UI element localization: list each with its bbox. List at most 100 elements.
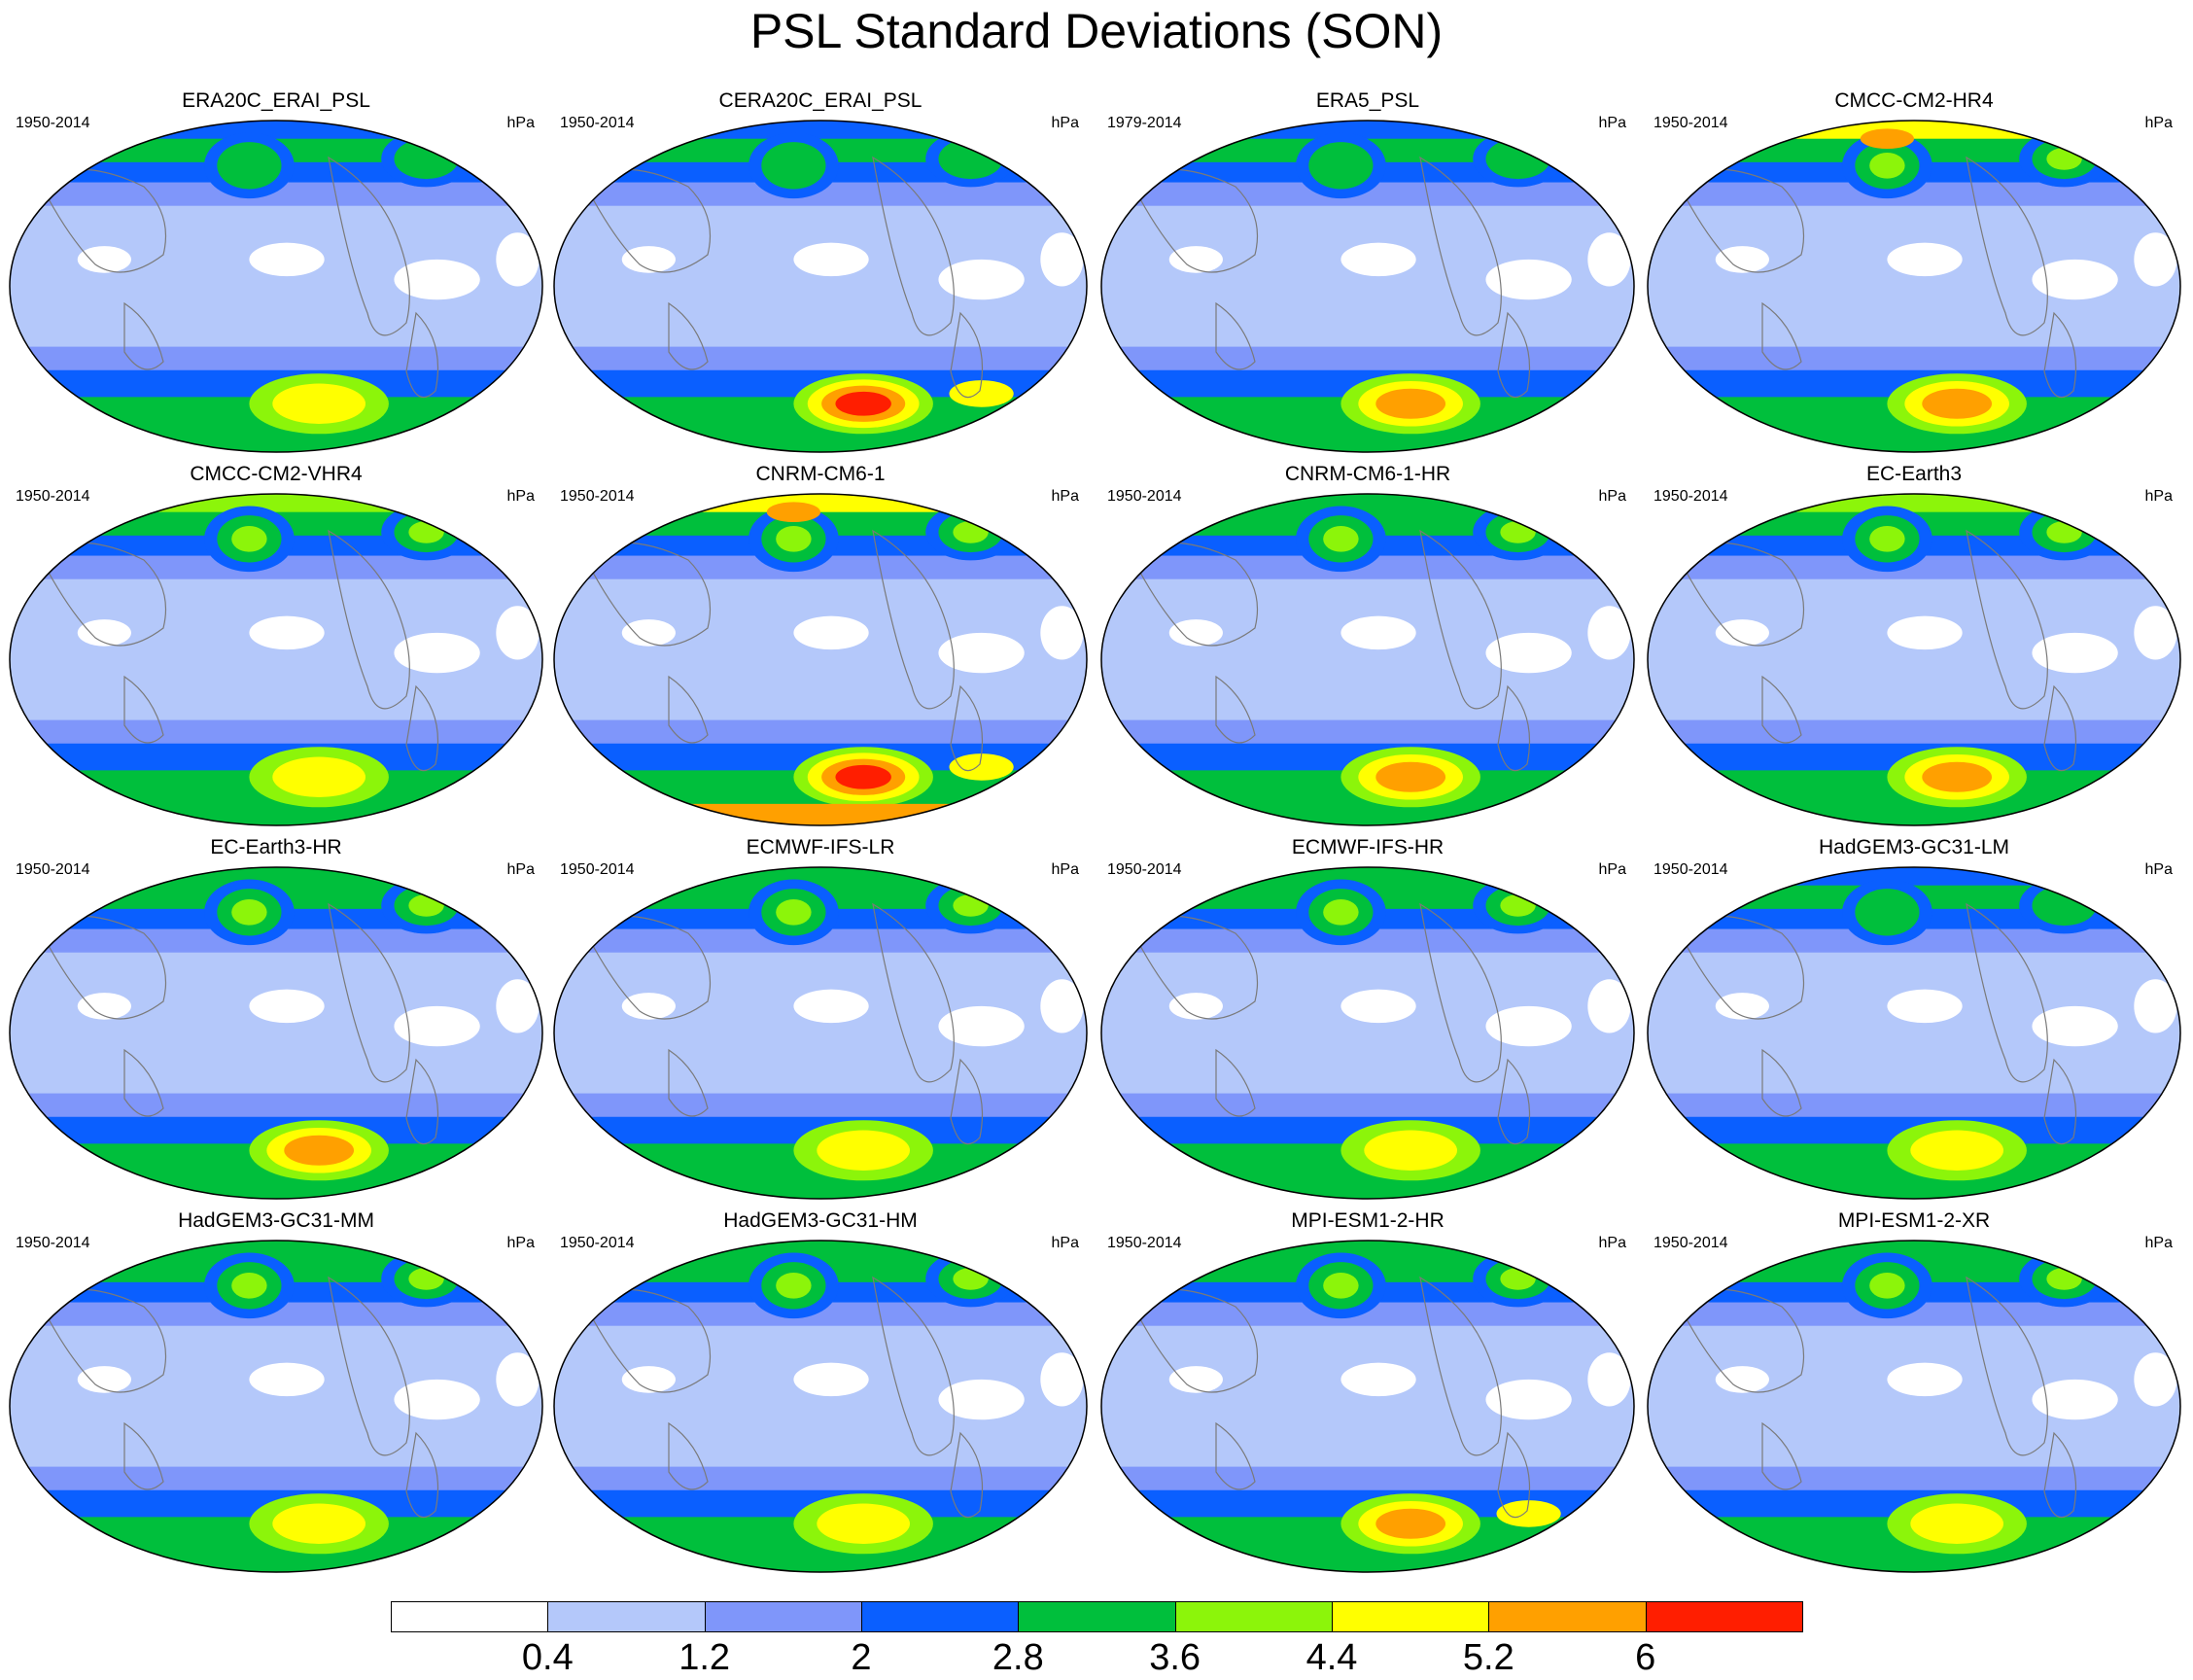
- low-variance-patch: [249, 989, 325, 1024]
- north-storm-track-core: [953, 1268, 989, 1290]
- zonal-band: [1101, 494, 1634, 513]
- low-variance-patch: [1340, 989, 1416, 1024]
- coastline: [123, 1048, 164, 1117]
- low-variance-patch: [2134, 1352, 2177, 1407]
- north-storm-track-inner: [217, 142, 282, 190]
- zonal-band: [10, 867, 542, 887]
- zonal-band: [1648, 494, 2180, 513]
- map-panel: ERA20C_ERAI_PSL 1950-2014 hPa: [8, 86, 544, 455]
- low-variance-patch: [793, 989, 869, 1024]
- map-panel: CNRM-CM6-1-HR 1950-2014 hPa: [1099, 459, 1636, 828]
- southern-ocean-max: [835, 391, 891, 416]
- panel-period: 1950-2014: [560, 861, 635, 878]
- north-storm-track-core: [408, 894, 444, 917]
- low-variance-patch: [1587, 1352, 1631, 1407]
- colorbar-swatch: [1645, 1601, 1803, 1632]
- zonal-band: [10, 1466, 542, 1491]
- arctic-peak: [1860, 128, 1914, 150]
- southern-ocean-max: [1910, 1503, 2003, 1544]
- low-variance-patch: [1887, 242, 1963, 277]
- map-plot: [1100, 493, 1635, 826]
- low-variance-patch: [1040, 1352, 1084, 1407]
- map-plot: [553, 493, 1088, 826]
- low-variance-patch: [621, 619, 676, 647]
- low-variance-patch: [1887, 615, 1963, 650]
- panel-period: 1950-2014: [560, 1235, 635, 1251]
- low-variance-patch: [1040, 232, 1084, 287]
- coastline: [1128, 542, 1259, 647]
- colorbar-tick-label: 6: [1635, 1637, 1656, 1678]
- coastline: [1419, 156, 1502, 336]
- map-plot: [1647, 866, 2181, 1200]
- north-storm-track-core: [408, 521, 444, 543]
- coastline: [1761, 1048, 1802, 1117]
- antarctic-high-variance: [554, 803, 1087, 825]
- colorbar-tick-label: 0.4: [521, 1637, 574, 1678]
- coastline: [1966, 1276, 2048, 1456]
- low-variance-patch: [1485, 1005, 1572, 1047]
- zonal-band: [10, 1241, 542, 1260]
- low-variance-patch: [1340, 242, 1416, 277]
- coastline: [1966, 529, 2048, 710]
- zonal-band: [1648, 719, 2180, 745]
- low-variance-patch: [496, 232, 540, 287]
- coastline: [1761, 301, 1802, 370]
- zonal-band: [10, 346, 542, 371]
- panel-title: CMCC-CM2-VHR4: [190, 463, 363, 485]
- coastline: [668, 1421, 709, 1490]
- coastline: [328, 1276, 410, 1456]
- panel-period: 1950-2014: [1107, 861, 1182, 878]
- southern-ocean-max: [272, 383, 366, 424]
- map-plot: [1647, 493, 2181, 826]
- low-variance-patch: [793, 1362, 869, 1397]
- zonal-band: [1101, 1241, 1634, 1260]
- panel-units: hPa: [1598, 1235, 1626, 1251]
- map-field: [1101, 121, 1634, 452]
- coastline: [580, 915, 712, 1020]
- north-storm-track-core: [1323, 899, 1359, 926]
- panel-period: 1950-2014: [1107, 488, 1182, 505]
- low-variance-patch: [77, 993, 131, 1020]
- coastline: [328, 529, 410, 710]
- north-storm-track-core: [231, 526, 267, 552]
- low-variance-patch: [249, 1362, 325, 1397]
- low-variance-patch: [77, 619, 131, 647]
- map-frame: [1100, 866, 1635, 1200]
- north-storm-track-core: [1500, 894, 1536, 917]
- map-frame: [1100, 120, 1635, 453]
- coastline: [36, 915, 167, 1020]
- panel-title: CMCC-CM2-HR4: [1834, 89, 1994, 112]
- coastline: [1419, 902, 1502, 1083]
- map-frame: [9, 1240, 543, 1573]
- low-variance-patch: [621, 1366, 676, 1393]
- southern-ocean-max: [1910, 1130, 2003, 1171]
- colorbar-swatch: [1018, 1601, 1176, 1632]
- panel-units: hPa: [506, 1235, 535, 1251]
- panel-period: 1950-2014: [560, 115, 635, 131]
- panel-units: hPa: [506, 488, 535, 505]
- southern-ocean-max: [1922, 761, 1993, 792]
- coastline: [950, 684, 983, 772]
- coastline: [36, 168, 167, 273]
- map-frame: [553, 120, 1088, 453]
- low-variance-patch: [1887, 989, 1963, 1024]
- map-frame: [9, 120, 543, 453]
- coastline: [1128, 915, 1259, 1020]
- coastline: [950, 1431, 983, 1519]
- panel-units: hPa: [506, 115, 535, 131]
- north-storm-track-core: [2046, 521, 2082, 543]
- coastline: [123, 675, 164, 744]
- southern-ocean-max: [1364, 1130, 1457, 1171]
- coastline: [580, 1288, 712, 1393]
- colorbar-swatch: [704, 1601, 862, 1632]
- map-plot: [553, 1240, 1088, 1573]
- coastline: [328, 156, 410, 336]
- low-variance-patch: [1715, 246, 1769, 273]
- low-variance-patch: [1587, 232, 1631, 287]
- map-panel: MPI-ESM1-2-HR 1950-2014 hPa: [1099, 1206, 1636, 1575]
- coastline: [1966, 902, 2048, 1083]
- map-panel: CERA20C_ERAI_PSL 1950-2014 hPa: [552, 86, 1089, 455]
- north-storm-track-inner: [2032, 885, 2097, 927]
- north-storm-track-core: [2046, 1268, 2082, 1290]
- map-plot: [553, 866, 1088, 1200]
